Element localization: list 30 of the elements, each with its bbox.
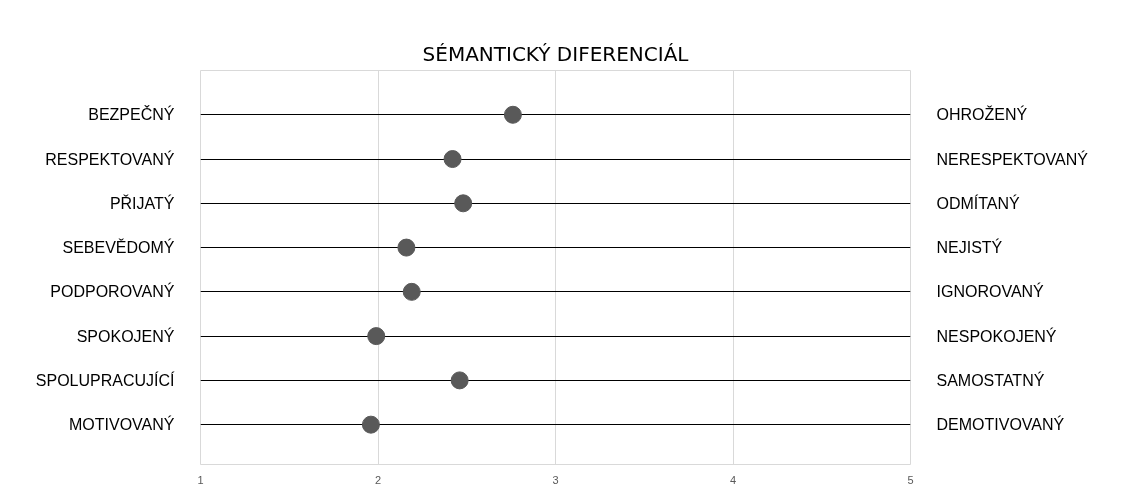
point bbox=[443, 150, 462, 169]
point bbox=[503, 105, 522, 124]
chart-title: SÉMANTICKÝ DIFERENCIÁL bbox=[422, 41, 690, 66]
x-tick-label: 2 bbox=[374, 473, 382, 486]
y2-tick-label: DEMOTIVOVANÝ bbox=[936, 415, 1065, 434]
y-tick-label: PŘIJATÝ bbox=[109, 193, 175, 212]
y-tick-label: SEBEVĚDOMÝ bbox=[62, 238, 175, 257]
y2-tick-label: ODMÍTANÝ bbox=[936, 193, 1021, 212]
point bbox=[397, 238, 416, 257]
x-tick-label: 1 bbox=[197, 473, 204, 486]
y-tick-label: BEZPEČNÝ bbox=[88, 105, 175, 124]
y2-tick-label: SAMOSTATNÝ bbox=[936, 370, 1045, 389]
y-tick-label: RESPEKTOVANÝ bbox=[45, 149, 175, 168]
point bbox=[454, 194, 473, 213]
point bbox=[361, 415, 380, 434]
y2-tick-label: NESPOKOJENÝ bbox=[936, 326, 1057, 345]
x-tick-label: 3 bbox=[552, 473, 559, 486]
x-tick-label: 4 bbox=[729, 473, 737, 486]
y2-tick-label: OHROŽENÝ bbox=[936, 105, 1028, 124]
x-tick-label: 5 bbox=[907, 473, 914, 486]
point bbox=[367, 327, 386, 346]
y-tick-label: SPOKOJENÝ bbox=[76, 326, 175, 345]
y2-tick-label: NEJISTÝ bbox=[936, 238, 1003, 257]
y-tick-label: SPOLUPRACUJÍCÍ bbox=[35, 370, 176, 389]
y2-tick-label: IGNOROVANÝ bbox=[936, 282, 1045, 301]
point bbox=[402, 282, 421, 301]
point bbox=[450, 371, 469, 390]
y-tick-label: MOTIVOVANÝ bbox=[69, 415, 175, 434]
y2-tick-label: NERESPEKTOVANÝ bbox=[936, 149, 1089, 168]
y-tick-label: PODPOROVANÝ bbox=[50, 282, 175, 301]
